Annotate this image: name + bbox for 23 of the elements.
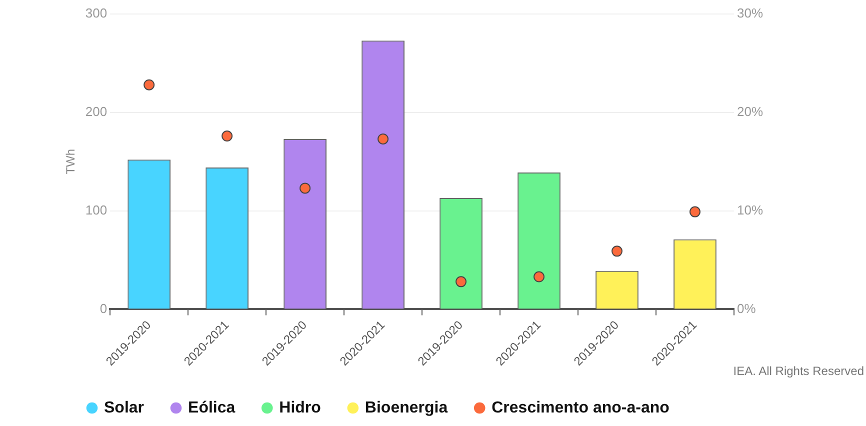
- y2-tick-label: 10%: [736, 202, 764, 218]
- legend-label: Crescimento ano-a-ano: [492, 399, 670, 416]
- y-axis-title: TWh: [64, 148, 78, 174]
- point: [456, 276, 467, 288]
- y-tick-label: 100: [85, 202, 108, 218]
- legend-label: Eólica: [188, 399, 236, 416]
- y2-tick-label: 20%: [736, 104, 764, 119]
- legend-label: Hidro: [279, 399, 322, 416]
- y-tick-label: 300: [85, 6, 108, 21]
- point: [222, 130, 233, 142]
- legend-label: Solar: [104, 399, 144, 416]
- point: [689, 206, 700, 218]
- y-tick-label: 0: [100, 300, 108, 316]
- y2-tick-label: 0%: [736, 300, 756, 316]
- legend-label: Bioenergia: [364, 399, 448, 416]
- y-tick-label: 200: [85, 104, 108, 119]
- point: [144, 79, 155, 90]
- point: [300, 182, 311, 194]
- point: [534, 271, 545, 282]
- point: [612, 246, 622, 257]
- text: IEA. All Rights Reserved: [733, 364, 864, 378]
- y2-tick-label: 30%: [736, 6, 764, 21]
- point: [378, 133, 389, 144]
